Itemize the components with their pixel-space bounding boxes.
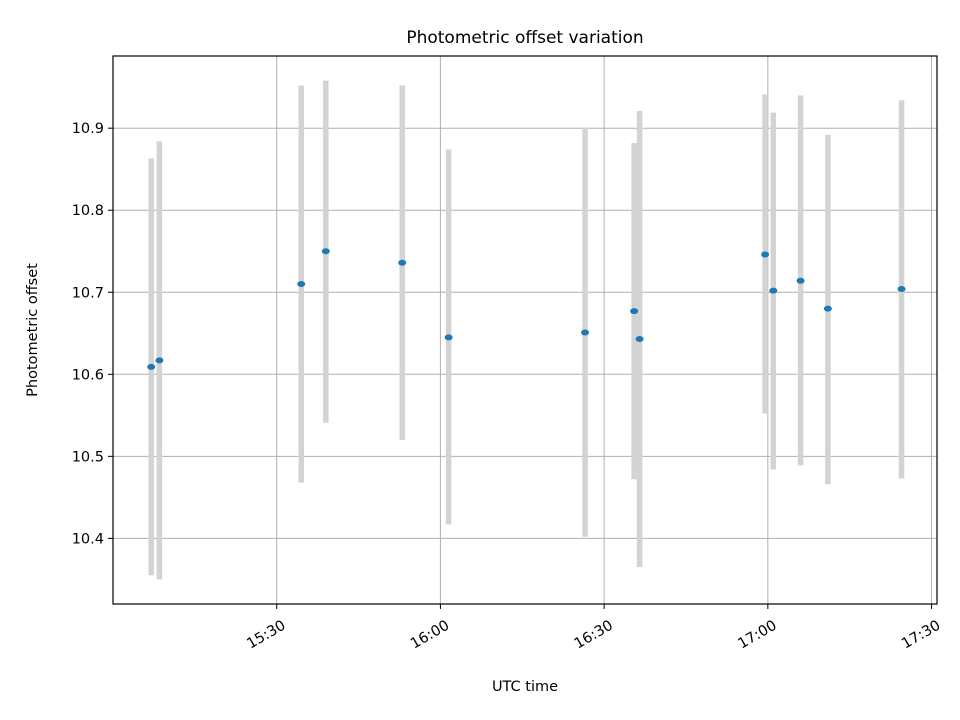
data-point bbox=[635, 336, 644, 343]
data-point bbox=[630, 308, 639, 315]
x-axis-title: UTC time bbox=[492, 679, 558, 695]
ticks: 15:30 16:00 16:30 17:00 17:3010.410.510.610.… bbox=[72, 121, 944, 652]
y-axis-title: Photometric offset bbox=[25, 263, 41, 397]
data-point bbox=[147, 363, 156, 370]
data-point bbox=[321, 248, 330, 255]
y-tick-label: 10.5 bbox=[72, 449, 104, 465]
y-tick-label: 10.9 bbox=[72, 121, 104, 137]
data-point bbox=[444, 334, 453, 341]
data-point bbox=[761, 251, 770, 258]
data-point bbox=[155, 357, 164, 364]
data-point bbox=[398, 259, 407, 266]
y-tick-label: 10.6 bbox=[72, 367, 104, 383]
data-point bbox=[796, 277, 805, 284]
y-tick-label: 10.8 bbox=[72, 203, 104, 219]
plot-frame bbox=[112, 55, 938, 605]
data-point bbox=[297, 281, 306, 288]
y-tick-label: 10.7 bbox=[72, 285, 104, 301]
y-tick-label: 10.4 bbox=[72, 531, 104, 547]
data-points bbox=[147, 248, 906, 370]
chart-title: Photometric offset variation bbox=[406, 28, 643, 48]
data-point bbox=[581, 329, 590, 336]
data-point bbox=[897, 285, 906, 292]
data-point bbox=[823, 305, 832, 312]
data-point bbox=[769, 287, 778, 294]
